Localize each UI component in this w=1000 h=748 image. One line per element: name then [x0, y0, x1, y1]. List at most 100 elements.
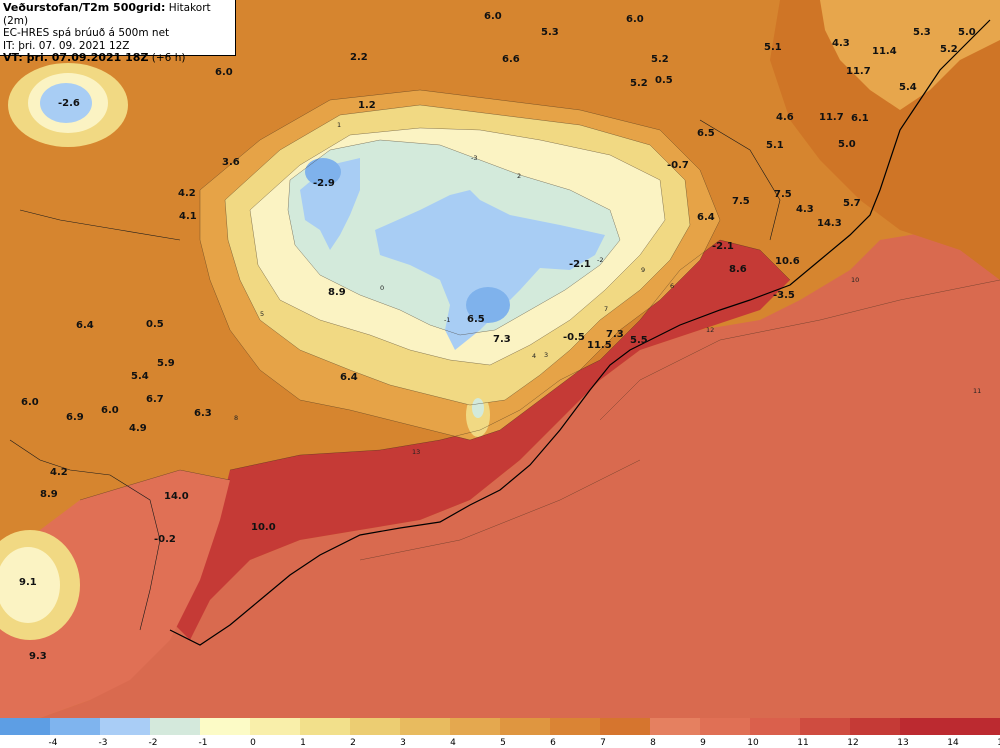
map-subtitle: Hitakort (2m) [3, 2, 211, 27]
legend-tick-label: 14 [947, 738, 959, 748]
map-value: 6.0 [484, 11, 502, 22]
color-legend: -4-3-2-10123456789101112131415 [0, 718, 1000, 748]
contour-label: 12 [706, 326, 714, 334]
cold-core-1 [305, 158, 341, 186]
contour-label: 11 [973, 387, 981, 395]
map-value: 0.5 [146, 319, 164, 330]
contour-label: 5 [260, 310, 264, 318]
map-value: -2.1 [712, 241, 734, 252]
legend-tick-label: 13 [897, 738, 909, 748]
map-value: 6.4 [340, 372, 358, 383]
contour-label: 8 [234, 414, 238, 422]
south-light [0, 470, 230, 718]
map-value: 7.3 [493, 334, 511, 345]
map-value: 2.2 [350, 52, 368, 63]
legend-tick-label: 9 [700, 738, 706, 748]
contour-lines [79, 89, 1000, 561]
map-value: 14.0 [164, 491, 189, 502]
map-value: -3.5 [773, 290, 795, 301]
map-value: 1.2 [358, 100, 376, 111]
contour-label: 3 [544, 351, 548, 359]
ne-mountains [820, 0, 1000, 110]
legend-swatch [500, 718, 550, 735]
map-value: 4.9 [129, 423, 147, 434]
legend-swatch [250, 718, 300, 735]
map-value: 6.3 [194, 408, 212, 419]
map-value: 7.5 [732, 196, 750, 207]
map-value: 6.9 [66, 412, 84, 423]
map-value: 5.3 [541, 27, 559, 38]
map-value: 6.0 [101, 405, 119, 416]
map-value: 7.5 [774, 189, 792, 200]
map-value: 4.6 [776, 112, 794, 123]
model-info: EC-HRES spá brúuð á 500m net [3, 27, 170, 39]
map-value: 8.6 [729, 264, 747, 275]
map-value: 6.5 [467, 314, 485, 325]
map-value: 8.9 [328, 287, 346, 298]
contour-label: 6 [670, 282, 674, 290]
map-value: 6.6 [502, 54, 520, 65]
map-value: 5.2 [630, 78, 648, 89]
region-borders [9, 119, 781, 631]
coastline [169, 19, 991, 646]
legend-swatch [400, 718, 450, 735]
map-title: Veðurstofan/T2m 500grid: [3, 1, 166, 14]
init-time: IT: þri. 07. 09. 2021 12Z [3, 39, 130, 52]
legend-tick-label: 5 [500, 738, 506, 748]
map-value: 5.2 [651, 54, 669, 65]
legend-swatch [150, 718, 200, 735]
map-value: 5.0 [838, 139, 856, 150]
legend-swatch [50, 718, 100, 735]
map-value: 4.3 [796, 204, 814, 215]
map-value: 5.7 [843, 198, 861, 209]
legend-tick-label: 0 [250, 738, 256, 748]
map-value: 3.6 [222, 157, 240, 168]
map-value: 6.4 [76, 320, 94, 331]
legend-swatch [550, 718, 600, 735]
legend-tick-label: 4 [450, 738, 456, 748]
legend-tick-label: -2 [148, 738, 158, 748]
contour-label: 10 [851, 276, 859, 284]
legend-swatch [950, 718, 1000, 735]
map-value: 6.7 [146, 394, 164, 405]
map-value: 6.0 [21, 397, 39, 408]
cold-core-2 [466, 287, 510, 323]
map-value: 5.4 [131, 371, 149, 382]
legend-swatch [850, 718, 900, 735]
legend-swatch [100, 718, 150, 735]
legend-tick-label: 11 [797, 738, 809, 748]
map-value: 4.3 [832, 38, 850, 49]
map-value: 6.5 [697, 128, 715, 139]
map-value: 6.4 [697, 212, 715, 223]
warm-band [170, 240, 790, 640]
glacier-tongue-ice [472, 398, 484, 418]
legend-swatch [0, 718, 50, 735]
map-value: 11.7 [819, 112, 844, 123]
contour-label: 9 [641, 266, 645, 274]
map-value: 4.2 [178, 188, 196, 199]
contour-label: 2 [517, 172, 521, 180]
legend-tick-label: 2 [350, 738, 356, 748]
legend-swatch [650, 718, 700, 735]
map-value: -0.7 [667, 160, 689, 171]
map-value: -0.5 [563, 332, 585, 343]
legend-tick-label: -1 [198, 738, 208, 748]
map-value: 6.0 [215, 67, 233, 78]
legend-tick-label: -4 [48, 738, 58, 748]
temperature-map: -2.6 6.0 2.2 6.0 6.6 5.3 6.0 5.1 4.3 5.3… [0, 0, 1000, 718]
map-value: -0.2 [154, 534, 176, 545]
map-value: 5.3 [913, 27, 931, 38]
contour-label: -1 [444, 316, 450, 324]
contour-label: 1 [337, 121, 341, 129]
map-value: 5.1 [764, 42, 782, 53]
legend-tick-label: 10 [747, 738, 759, 748]
legend-swatch [700, 718, 750, 735]
map-value: -2.9 [313, 178, 335, 189]
nw-ice [40, 83, 92, 123]
map-value: 14.3 [817, 218, 842, 229]
map-value: 11.7 [846, 66, 871, 77]
map-value: 7.3 [606, 329, 624, 340]
map-value: 5.2 [940, 44, 958, 55]
map-value: 9.1 [19, 577, 37, 588]
legend-swatch [900, 718, 950, 735]
